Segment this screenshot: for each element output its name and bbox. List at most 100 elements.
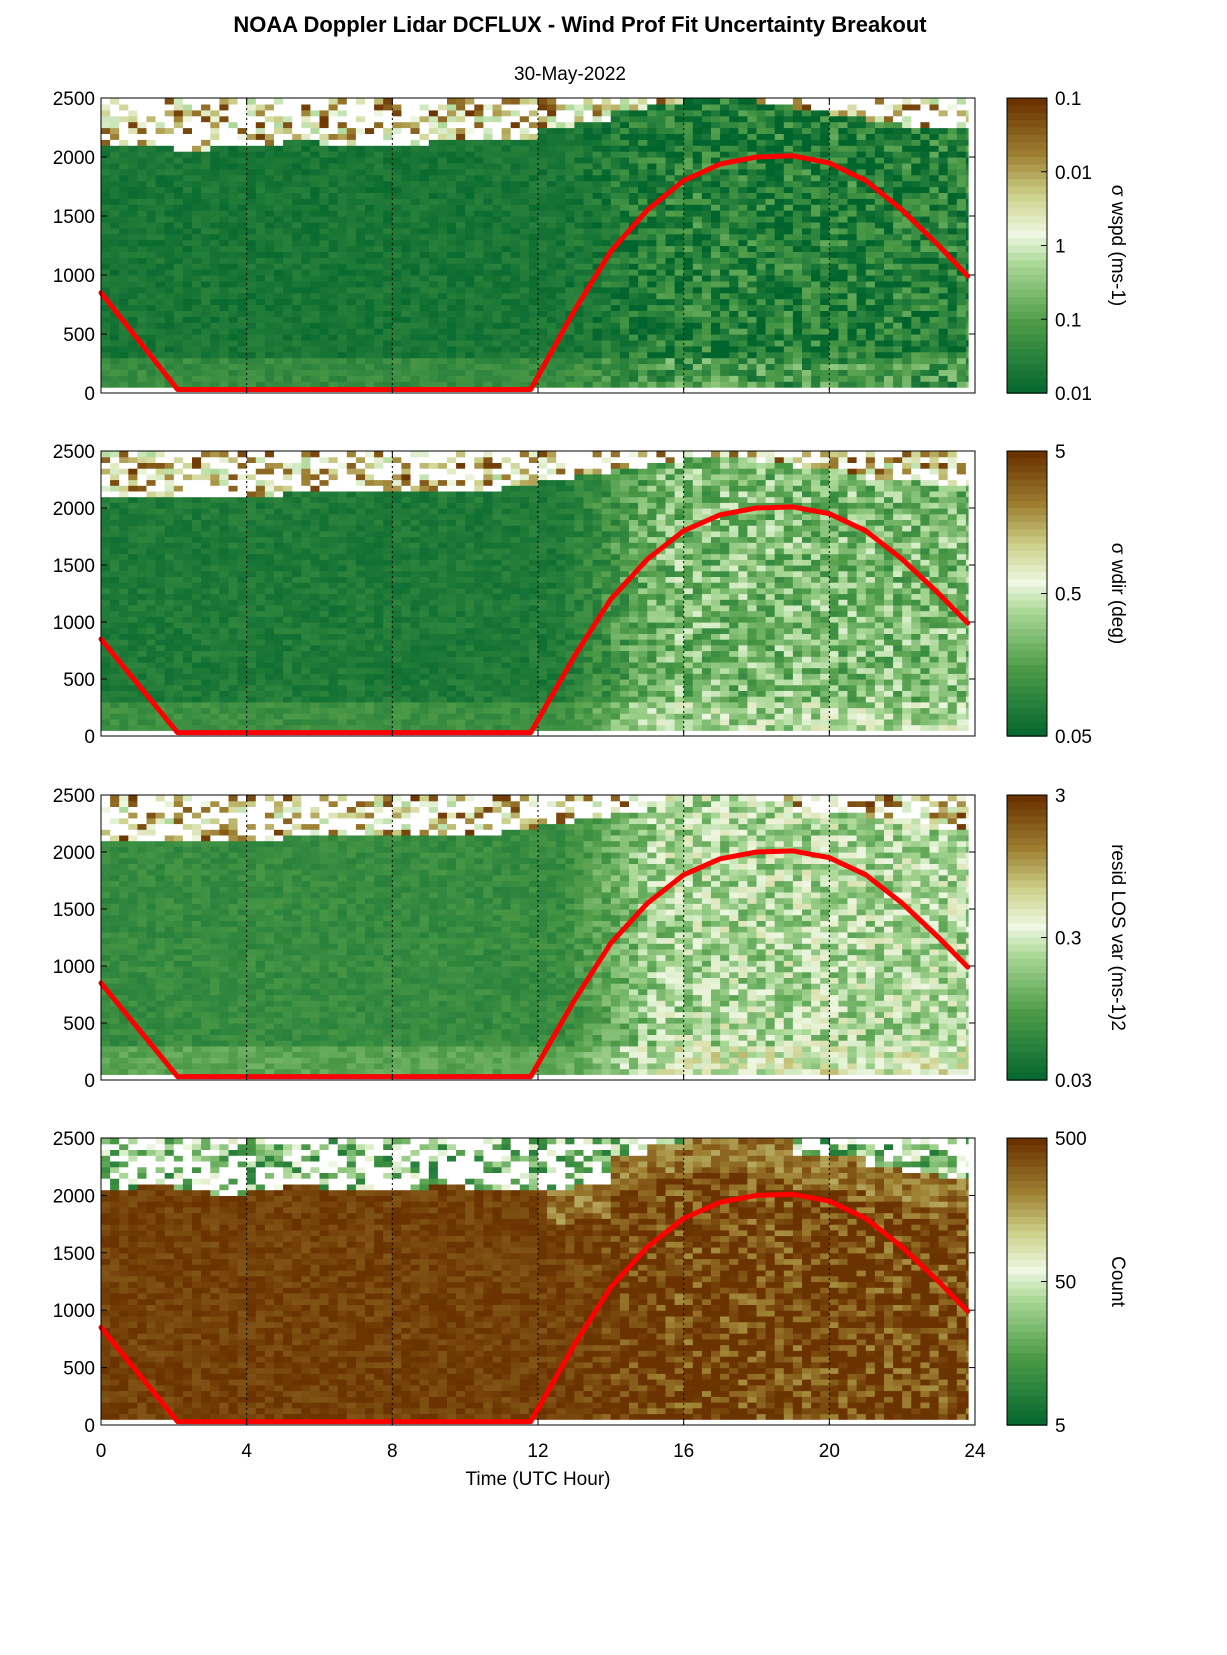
heatmap-cell: [182, 198, 193, 205]
heatmap-cell: [638, 381, 648, 388]
heatmap-cell: [401, 239, 412, 247]
heatmap-cell: [874, 151, 885, 158]
heatmap-cell: [811, 280, 821, 288]
heatmap-cell: [264, 109, 275, 117]
heatmap-cell: [574, 109, 585, 117]
heatmap-cell: [110, 381, 120, 388]
heatmap-cell: [583, 210, 594, 217]
heatmap-cell: [119, 456, 129, 463]
heatmap-cell: [911, 369, 921, 376]
heatmap-cell: [893, 357, 903, 365]
heatmap-cell: [219, 162, 230, 170]
heatmap-cell: [219, 257, 230, 264]
heatmap-cell: [164, 310, 175, 317]
heatmap-cell: [137, 269, 148, 276]
heatmap-cell: [255, 375, 266, 382]
heatmap-cell: [110, 690, 120, 697]
heatmap-cell: [128, 570, 138, 577]
heatmap-cell: [328, 174, 339, 182]
heatmap-cell: [574, 304, 585, 311]
heatmap-cell: [173, 174, 184, 182]
heatmap-cell: [629, 304, 639, 311]
heatmap-cell: [583, 115, 594, 123]
heatmap-cell: [729, 139, 739, 146]
heatmap-cell: [447, 168, 457, 176]
heatmap-cell: [483, 280, 494, 288]
heatmap-cell: [865, 186, 876, 193]
heatmap-cell: [319, 192, 330, 199]
y-tick-label: 2000: [53, 148, 95, 169]
heatmap-cell: [401, 369, 412, 376]
heatmap-cell: [447, 304, 457, 311]
heatmap-cell: [802, 280, 812, 288]
heatmap-cell: [938, 216, 949, 223]
heatmap-cell: [884, 157, 894, 164]
heatmap-cell: [765, 157, 776, 164]
heatmap-cell: [920, 339, 931, 347]
heatmap-cell: [519, 328, 530, 335]
heatmap-cell: [365, 151, 375, 158]
heatmap-cell: [355, 292, 366, 300]
heatmap-cell: [929, 257, 940, 264]
heatmap-cell: [246, 363, 257, 370]
heatmap-cell: [865, 269, 876, 276]
heatmap-cell: [510, 257, 521, 264]
heatmap-cell: [392, 198, 402, 205]
heatmap-cell: [182, 345, 193, 353]
heatmap-cell: [965, 233, 969, 241]
heatmap-cell: [956, 304, 967, 311]
heatmap-cell: [337, 251, 348, 258]
heatmap-cell: [228, 162, 239, 170]
heatmap-cell: [237, 186, 248, 193]
heatmap-cell: [465, 103, 475, 111]
heatmap-cell: [355, 145, 366, 152]
heatmap-cell: [556, 168, 566, 176]
heatmap-cell: [447, 310, 457, 317]
heatmap-cell: [847, 351, 858, 359]
heatmap-cell: [210, 221, 220, 229]
heatmap-cell: [638, 292, 648, 300]
heatmap-cell: [474, 304, 484, 311]
heatmap-cell: [829, 210, 839, 217]
heatmap-cell: [474, 133, 484, 140]
heatmap-cell: [456, 275, 466, 282]
heatmap-cell: [829, 339, 839, 347]
heatmap-cell: [811, 168, 821, 176]
heatmap-cell: [155, 233, 166, 241]
heatmap-cell: [301, 351, 311, 359]
heatmap-cell: [610, 198, 621, 205]
heatmap-cell: [428, 357, 439, 365]
heatmap-cell: [929, 339, 940, 347]
heatmap-cell: [292, 133, 302, 140]
heatmap-cell: [647, 334, 657, 341]
heatmap-cell: [838, 98, 849, 105]
heatmap-cell: [738, 257, 748, 264]
heatmap-cell: [447, 103, 457, 111]
heatmap-cell: [920, 151, 931, 158]
heatmap-cell: [456, 363, 466, 370]
heatmap-cell: [283, 286, 293, 294]
heatmap-cell: [210, 198, 220, 205]
heatmap-cell: [519, 162, 530, 170]
heatmap-cell: [683, 168, 694, 176]
heatmap-cell: [192, 180, 202, 188]
heatmap-cell: [128, 576, 138, 583]
heatmap-cell: [365, 139, 375, 146]
heatmap-cell: [110, 121, 120, 129]
heatmap-cell: [683, 204, 694, 211]
heatmap-cell: [365, 345, 375, 353]
heatmap-cell: [765, 121, 776, 129]
heatmap-cell: [665, 198, 676, 205]
heatmap-cell: [346, 109, 357, 117]
heatmap-cell: [119, 133, 129, 140]
heatmap-cell: [893, 133, 903, 140]
heatmap-cell: [911, 322, 921, 329]
heatmap-cell: [146, 127, 157, 134]
heatmap-cell: [911, 168, 921, 176]
heatmap-cell: [146, 133, 157, 140]
heatmap-cell: [346, 121, 357, 129]
heatmap-cell: [738, 186, 748, 193]
heatmap-cell: [938, 345, 949, 353]
heatmap-cell: [802, 269, 812, 276]
heatmap-cell: [902, 334, 912, 341]
